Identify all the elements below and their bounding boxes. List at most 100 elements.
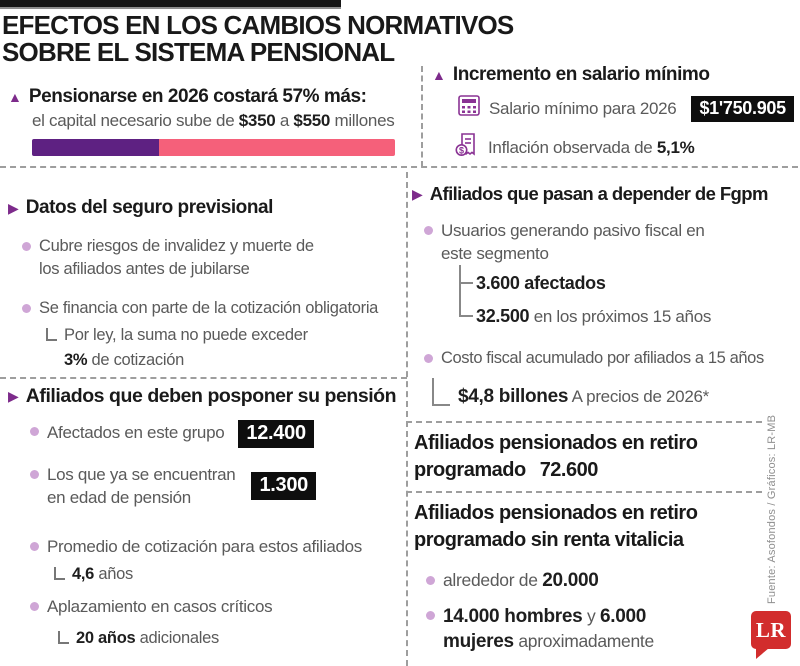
fgpm-tree: 3.600 afectados 32.500 en los próximos 1… — [459, 265, 800, 327]
source-credit: Fuente: Asofondos / Gráficos: LR-MB — [766, 414, 778, 604]
usuarios-line1: Usuarios generando pasivo fiscal en — [441, 221, 705, 240]
bar-segment-after — [159, 139, 395, 156]
edad-line1: Los que ya se encuentran — [47, 465, 236, 484]
horizontal-divider-right-1 — [406, 421, 762, 423]
costo-label: Costo fiscal acumulado por afiliados a 1… — [441, 349, 764, 367]
mujeres-word: mujeres — [443, 631, 514, 652]
lr-logo: LR — [751, 611, 791, 659]
aplazamiento-suffix: adicionales — [135, 629, 220, 647]
seguro-bullet-1: Cubre riesgos de invalidez y muerte de l… — [39, 235, 314, 281]
triangle-right-icon: ▶ — [8, 388, 19, 404]
seguro-sub-text: Por ley, la suma no puede exceder — [64, 326, 308, 344]
fgpm-heading: Afiliados que pasan a depender de Fgpm — [429, 183, 769, 204]
horizontal-divider-1 — [0, 166, 798, 168]
bullet-icon — [424, 226, 433, 235]
bullet-icon — [426, 576, 435, 585]
retiro-heading-line1: Afiliados pensionados en retiro — [414, 432, 698, 454]
elbow-connector-icon — [54, 567, 65, 580]
afectados-badge: 12.400 — [238, 420, 314, 448]
promedio-value: 4,6 — [72, 565, 95, 583]
money-receipt-icon: $ — [453, 131, 481, 164]
bullet-icon — [30, 470, 39, 479]
conjunction-text: y — [582, 606, 601, 626]
bullet-icon — [30, 542, 39, 551]
costo-value: $4,8 billones — [458, 386, 569, 407]
seguro-section: ▶ Datos del seguro previsional Cubre rie… — [8, 197, 410, 371]
usuarios-label: Usuarios generando pasivo fiscal en este… — [441, 219, 705, 265]
pension-cost-detail-suffix: millones — [330, 111, 395, 130]
seguro-bullet1-line2: los afiliados antes de jubilarse — [39, 260, 250, 278]
costo-suffix: A precios de 2026* — [568, 387, 710, 406]
page-title-line1: EFECTOS EN LOS CAMBIOS NORMATIVOS — [2, 10, 514, 40]
seguro-bullet1-line1: Cubre riesgos de invalidez y muerte de — [39, 237, 314, 255]
triangle-up-icon: ▲ — [8, 89, 22, 105]
usuarios-line2: este segmento — [441, 244, 549, 263]
horizontal-divider-right-2 — [406, 491, 762, 493]
fgpm-section: ▶ Afiliados que pasan a depender de Fgpm… — [412, 183, 800, 408]
posponer-heading: Afiliados que deben posponer su pensión — [25, 385, 397, 407]
pension-cost-to-value: $550 — [293, 111, 331, 130]
calculator-icon — [456, 94, 482, 123]
bullet-icon — [22, 304, 31, 313]
pension-cost-heading: Pensionarse en 2026 costará 57% más: — [28, 86, 367, 107]
seguro-bullet-2: Se financia con parte de la cotización o… — [39, 299, 379, 317]
page-title-line2: SOBRE EL SISTEMA PENSIONAL — [2, 37, 395, 67]
alrededor-text: alrededor de 20.000 — [443, 569, 599, 592]
elbow-connector-icon — [58, 631, 69, 644]
inflation-text: Inflación observada de 5,1% — [488, 136, 695, 159]
fgpm-branch2-suffix: en los próximos 15 años — [529, 307, 712, 326]
alrededor-value: 20.000 — [542, 570, 599, 591]
pension-cost-section: ▲ Pensionarse en 2026 costará 57% más: e… — [8, 86, 420, 156]
sin-renta-section: Afiliados pensionados en retiro programa… — [414, 500, 769, 654]
pension-cost-detail-mid: a — [275, 111, 294, 130]
bullet-icon — [22, 242, 31, 251]
page-title: EFECTOS EN LOS CAMBIOS NORMATIVOS SOBRE … — [2, 10, 514, 67]
edad-badge: 1.300 — [251, 472, 317, 500]
promedio-suffix: años — [94, 565, 133, 583]
inflation-value: 5,1% — [656, 138, 695, 157]
promedio-label: Promedio de cotización para estos afilia… — [47, 537, 363, 556]
afectados-label: Afectados en este grupo — [47, 423, 225, 442]
vertical-divider-top — [421, 66, 423, 167]
bullet-icon — [426, 611, 435, 620]
salary-heading: Incremento en salario mínimo — [452, 64, 710, 85]
sin-renta-heading-line2: programado sin renta vitalicia — [414, 529, 684, 551]
retiro-value: 72.600 — [539, 459, 599, 481]
elbow-connector-icon — [432, 378, 450, 406]
aplazamiento-value: 20 años — [76, 629, 136, 647]
triangle-up-icon: ▲ — [432, 67, 446, 83]
capital-increase-bar — [32, 139, 395, 156]
fgpm-branch1-value: 3.600 afectados — [476, 273, 606, 293]
pension-cost-detail: el capital necesario sube de $350 a $550… — [32, 109, 420, 132]
retiro-heading-line2: programado 72.600 — [414, 457, 769, 484]
minimum-wage-label: Salario mínimo para 2026 — [489, 99, 677, 118]
bullet-icon — [424, 354, 433, 363]
vertical-divider-main — [406, 172, 408, 666]
aprox-suffix: aproximadamente — [513, 631, 654, 651]
hombres-mujeres-text: 14.000 hombres y 6.000 mujeres aproximad… — [443, 604, 654, 654]
minimum-wage-badge: $1'750.905 — [691, 95, 794, 122]
hombres-value: 14.000 hombres — [443, 606, 583, 627]
svg-text:$: $ — [459, 145, 464, 155]
edad-line2: en edad de pensión — [47, 488, 191, 507]
triangle-right-icon: ▶ — [412, 186, 423, 202]
alrededor-label: alrededor de — [443, 570, 543, 590]
bullet-icon — [30, 427, 39, 436]
fgpm-branch2-value: 32.500 — [476, 306, 530, 326]
top-accent-bar — [0, 0, 341, 9]
bullet-icon — [30, 602, 39, 611]
seguro-heading: Datos del seguro previsional — [25, 197, 274, 218]
horizontal-divider-left — [0, 377, 407, 379]
salary-section: ▲ Incremento en salario mínimo Salario m… — [432, 64, 798, 164]
bar-segment-before — [32, 139, 160, 156]
inflation-label: Inflación observada de — [488, 138, 657, 157]
seguro-sub-value: 3% — [64, 351, 88, 369]
seguro-sub-suffix: de cotización — [87, 351, 185, 369]
aplazamiento-label: Aplazamiento en casos críticos — [47, 597, 273, 616]
posponer-section: ▶ Afiliados que deben posponer su pensió… — [8, 385, 410, 649]
sin-renta-heading-line1: Afiliados pensionados en retiro — [414, 502, 698, 524]
elbow-connector-icon — [46, 328, 57, 341]
triangle-right-icon: ▶ — [8, 200, 19, 216]
pension-cost-from-value: $350 — [238, 111, 276, 130]
